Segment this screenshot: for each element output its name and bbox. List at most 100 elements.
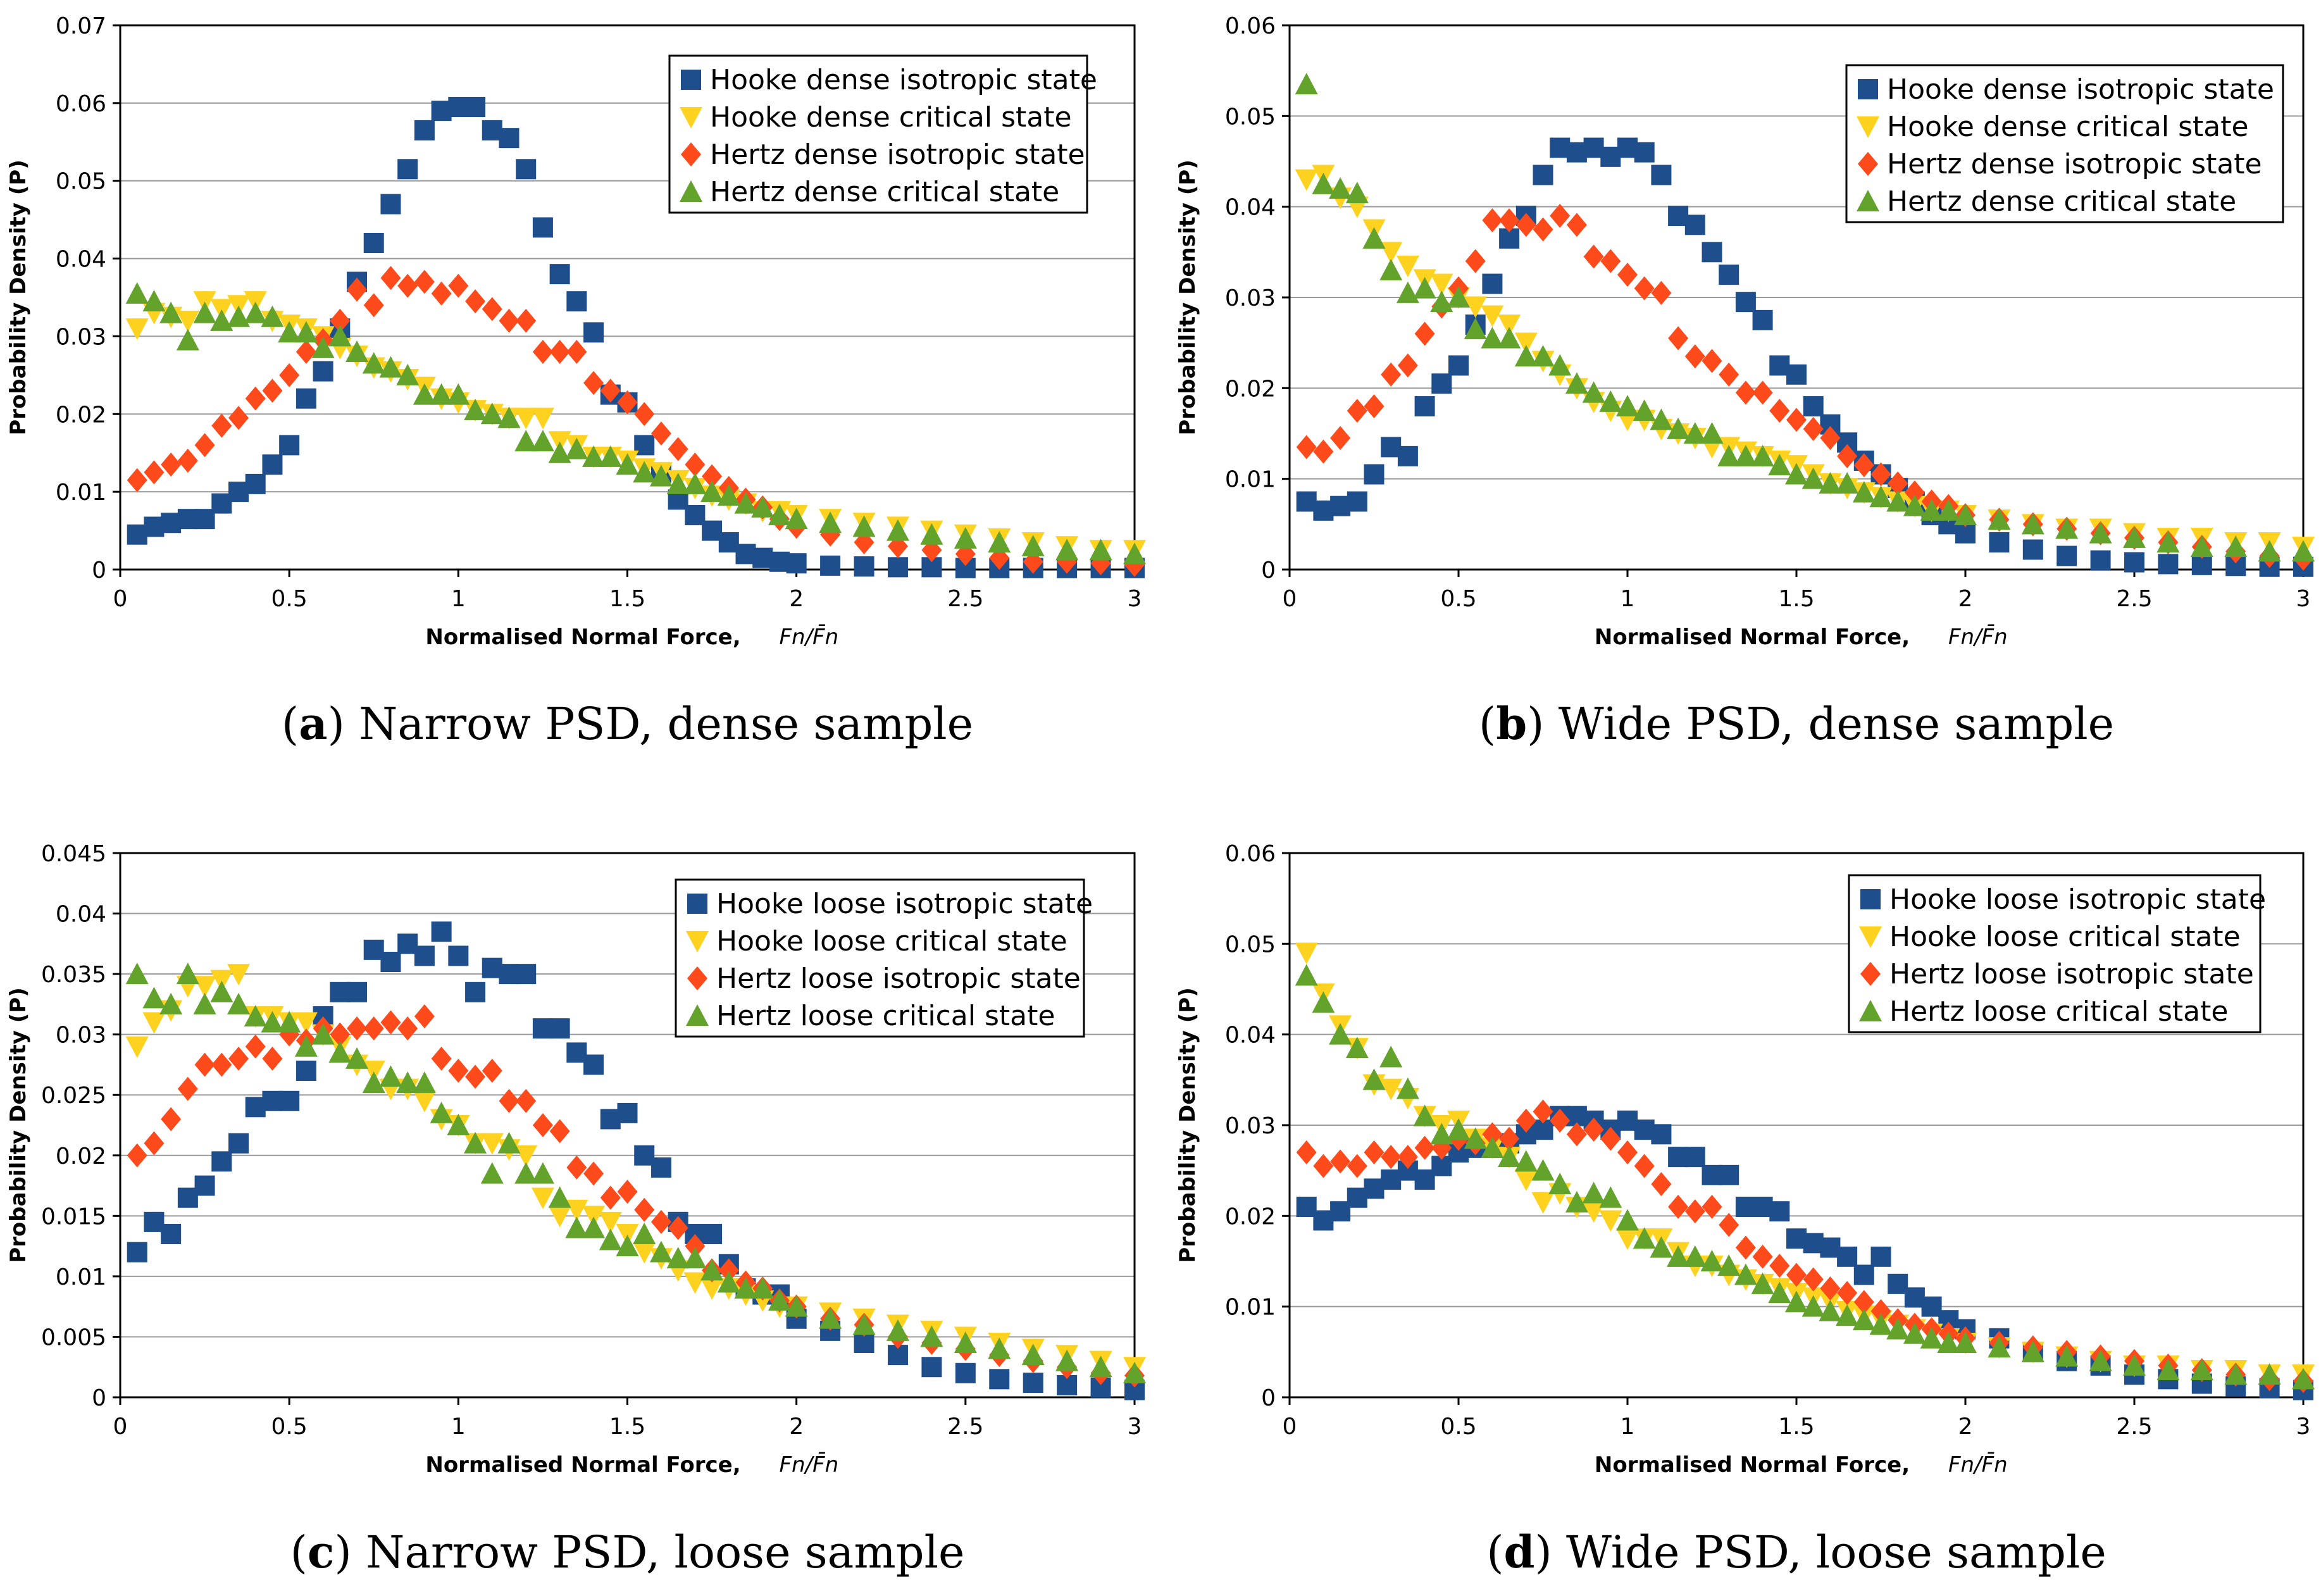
- data-point: [2090, 550, 2111, 571]
- data-point: [125, 1036, 149, 1058]
- series-hertz-critical: [1295, 73, 2315, 562]
- x-tick-label: 1.5: [1778, 1414, 1814, 1440]
- data-point: [142, 987, 166, 1009]
- data-point: [1633, 399, 1656, 421]
- x-tick-label: 0.5: [1440, 1414, 1476, 1440]
- chart-panel-c: 0 0.005 0.01 0.015 0.02 0.025 0.03 0.035 0.04 0.0…: [6, 841, 1146, 1578]
- data-point: [499, 964, 520, 985]
- data-point: [600, 378, 621, 403]
- data-point: [1582, 381, 1605, 403]
- data-point: [2021, 513, 2044, 535]
- data-point: [228, 1046, 249, 1071]
- data-point: [700, 1259, 724, 1281]
- data-point: [516, 308, 537, 333]
- data-point: [2158, 554, 2179, 575]
- y-tick-label: 0.01: [1225, 467, 1276, 493]
- data-point: [244, 301, 267, 323]
- data-point: [330, 1022, 351, 1047]
- data-point: [228, 406, 249, 430]
- data-point: [751, 496, 775, 518]
- data-point: [1617, 137, 1638, 158]
- legend-label: Hertz loose isotropic state: [1889, 958, 2254, 990]
- data-point: [1313, 1154, 1334, 1178]
- data-point: [1702, 1195, 1722, 1219]
- data-point: [1937, 1331, 1960, 1353]
- data-point: [176, 310, 199, 332]
- data-point: [820, 555, 841, 576]
- data-point: [1565, 372, 1588, 394]
- data-point: [1751, 1272, 1774, 1294]
- caption-text: ) Narrow PSD, loose sample: [335, 1526, 965, 1578]
- data-point: [1836, 1304, 1859, 1326]
- x-axis-math: Fn/F̄n: [1948, 624, 2008, 650]
- data-point: [414, 270, 435, 294]
- data-point: [161, 1107, 182, 1132]
- data-point: [886, 519, 909, 541]
- data-point: [1734, 1263, 1757, 1285]
- data-point: [1482, 1122, 1503, 1147]
- data-point: [1668, 206, 1689, 226]
- data-point: [294, 1012, 318, 1034]
- x-tick-label: 2: [789, 586, 804, 612]
- legend-marker: [1860, 889, 1881, 909]
- data-point: [583, 1161, 604, 1186]
- y-tick-label: 0.05: [56, 169, 106, 195]
- y-tick-label: 0.025: [41, 1083, 106, 1109]
- data-point: [177, 1076, 198, 1101]
- data-point: [177, 509, 198, 530]
- x-tick-label: 2: [1958, 586, 1973, 612]
- data-point: [1768, 454, 1791, 476]
- y-tick-label: 0.02: [1225, 1204, 1276, 1230]
- data-point: [514, 408, 538, 430]
- data-point: [1396, 255, 1419, 277]
- data-point: [768, 504, 791, 525]
- data-point: [1921, 1296, 1942, 1317]
- data-point: [1786, 364, 1807, 385]
- data-point: [920, 1325, 943, 1347]
- chart-panel-b: 0 0.01 0.02 0.03 0.04 0.05 0.06 0 0.5 1 1.5 2 2.5 3 No…: [1175, 13, 2315, 750]
- data-point: [1954, 504, 1977, 525]
- data-point: [549, 1018, 570, 1039]
- data-point: [1836, 471, 1859, 494]
- data-point: [1330, 426, 1351, 451]
- data-point: [1651, 280, 1672, 305]
- data-point: [1548, 1173, 1572, 1195]
- data-point: [1295, 169, 1318, 191]
- data-point: [988, 531, 1011, 552]
- data-point: [497, 1132, 521, 1154]
- data-point: [125, 963, 149, 985]
- legend-box: [668, 54, 1088, 214]
- data-point: [1550, 137, 1571, 158]
- data-point: [1650, 1236, 1673, 1258]
- y-tick-label: 0.06: [1225, 13, 1276, 39]
- data-point: [1465, 249, 1486, 273]
- y-tick-label: 0.03: [1225, 285, 1276, 311]
- legend: Hooke loose isotropic state Hooke loose c…: [1848, 874, 2266, 1033]
- data-point: [194, 509, 215, 530]
- data-point: [1650, 408, 1673, 430]
- data-point: [854, 556, 874, 577]
- data-point: [718, 532, 739, 552]
- legend-label: Hertz loose critical state: [716, 1000, 1055, 1032]
- data-point: [1803, 416, 1824, 441]
- data-point: [397, 159, 418, 180]
- data-point: [1330, 1149, 1351, 1174]
- data-point: [617, 390, 638, 415]
- y-axis-title: Probability Density (P): [1175, 159, 1200, 435]
- legend-box: [1848, 874, 2262, 1033]
- data-point: [448, 1059, 469, 1083]
- data-point: [650, 421, 671, 446]
- data-point: [1295, 942, 1318, 964]
- y-tick-label: 0.04: [56, 247, 106, 273]
- legend-marker: [1860, 962, 1881, 986]
- data-point: [1296, 491, 1317, 512]
- data-point: [532, 1018, 553, 1039]
- x-tick-label: 2.5: [947, 1414, 983, 1440]
- data-point: [296, 388, 316, 409]
- data-point: [599, 445, 622, 467]
- data-point: [852, 1313, 876, 1335]
- data-point: [566, 1042, 587, 1063]
- data-point: [480, 1133, 504, 1155]
- caption: (a) Narrow PSD, dense sample: [282, 697, 973, 750]
